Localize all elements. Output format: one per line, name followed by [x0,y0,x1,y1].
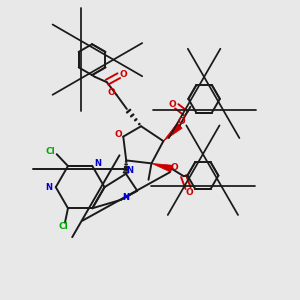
Text: N: N [126,166,133,175]
Text: N: N [94,159,101,168]
Text: O: O [108,88,116,98]
Text: N: N [46,183,53,192]
Polygon shape [164,123,182,141]
Polygon shape [152,164,172,172]
Text: Cl: Cl [58,223,68,232]
Text: O: O [119,70,127,79]
Text: Cl: Cl [46,147,56,156]
Text: O: O [114,130,122,139]
Text: O: O [169,100,176,109]
Text: O: O [177,117,185,126]
Text: N: N [122,193,129,202]
Text: O: O [170,163,178,172]
Text: O: O [185,188,193,197]
